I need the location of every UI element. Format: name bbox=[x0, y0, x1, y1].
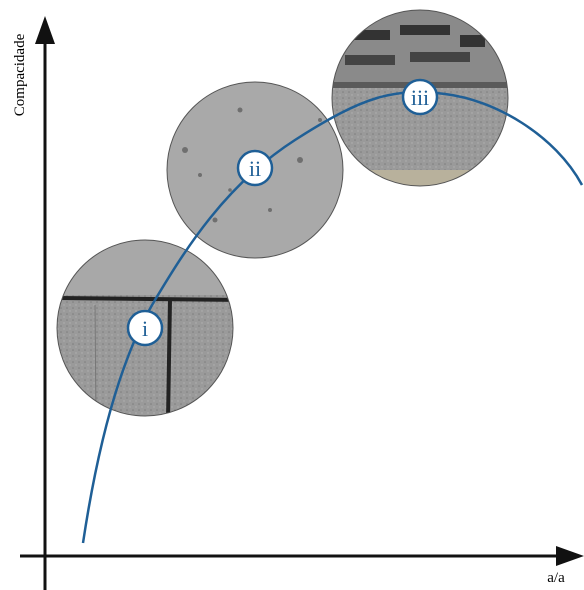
marker-ii: ii bbox=[236, 149, 274, 187]
x-arrow bbox=[556, 546, 584, 566]
y-axis-label: Compacidade bbox=[12, 33, 28, 116]
x-axis-label: a/a bbox=[547, 570, 565, 586]
marker-label: i bbox=[142, 316, 148, 341]
marker-label: iii bbox=[411, 85, 429, 110]
y-arrow bbox=[35, 16, 55, 44]
curve bbox=[81, 90, 584, 544]
marker-label: ii bbox=[249, 156, 261, 181]
marker-i: i bbox=[126, 309, 164, 347]
marker-iii: iii bbox=[401, 78, 439, 116]
